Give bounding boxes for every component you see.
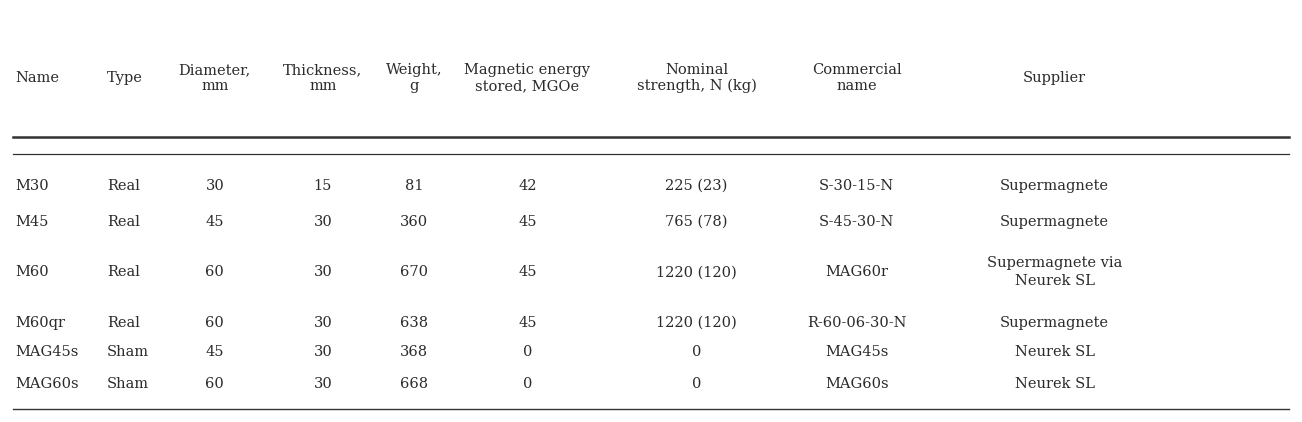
- Text: 45: 45: [518, 265, 536, 279]
- Text: M45: M45: [16, 214, 49, 229]
- Text: 670: 670: [400, 265, 428, 279]
- Text: Commercial
name: Commercial name: [812, 63, 901, 93]
- Text: 30: 30: [314, 377, 332, 391]
- Text: 1220 (120): 1220 (120): [656, 316, 737, 330]
- Text: 60: 60: [206, 265, 224, 279]
- Text: 15: 15: [314, 179, 332, 193]
- Text: 0: 0: [522, 377, 533, 391]
- Text: 45: 45: [206, 345, 224, 360]
- Text: R-60-06-30-N: R-60-06-30-N: [807, 316, 906, 330]
- Text: 0: 0: [522, 345, 533, 360]
- Text: Magnetic energy
stored, MGOe: Magnetic energy stored, MGOe: [465, 63, 590, 93]
- Text: 30: 30: [314, 214, 332, 229]
- Text: 45: 45: [518, 316, 536, 330]
- Text: Real: Real: [107, 265, 139, 279]
- Text: Sham: Sham: [107, 345, 148, 360]
- Text: Sham: Sham: [107, 377, 148, 391]
- Text: 30: 30: [206, 179, 224, 193]
- Text: 30: 30: [314, 316, 332, 330]
- Text: Real: Real: [107, 316, 139, 330]
- Text: Supermagnete: Supermagnete: [1000, 316, 1109, 330]
- Text: 668: 668: [400, 377, 428, 391]
- Text: 42: 42: [518, 179, 536, 193]
- Text: 60: 60: [206, 377, 224, 391]
- Text: MAG60r: MAG60r: [825, 265, 888, 279]
- Text: Supplier: Supplier: [1023, 71, 1086, 85]
- Text: 360: 360: [400, 214, 428, 229]
- Text: M30: M30: [16, 179, 49, 193]
- Text: Type: Type: [107, 71, 143, 85]
- Text: MAG45s: MAG45s: [825, 345, 888, 360]
- Text: S-30-15-N: S-30-15-N: [819, 179, 894, 193]
- Text: MAG60s: MAG60s: [16, 377, 79, 391]
- Text: MAG45s: MAG45s: [16, 345, 79, 360]
- Text: 60: 60: [206, 316, 224, 330]
- Text: Name: Name: [16, 71, 60, 85]
- Text: Diameter,
mm: Diameter, mm: [178, 63, 251, 93]
- Text: 81: 81: [405, 179, 423, 193]
- Text: Weight,
g: Weight, g: [385, 63, 443, 93]
- Text: 225 (23): 225 (23): [665, 179, 728, 193]
- Text: Real: Real: [107, 214, 139, 229]
- Text: S-45-30-N: S-45-30-N: [819, 214, 894, 229]
- Text: M60: M60: [16, 265, 49, 279]
- Text: 368: 368: [400, 345, 428, 360]
- Text: Neurek SL: Neurek SL: [1014, 345, 1095, 360]
- Text: Nominal
strength, N (kg): Nominal strength, N (kg): [637, 63, 756, 93]
- Text: Supermagnete: Supermagnete: [1000, 179, 1109, 193]
- Text: 765 (78): 765 (78): [665, 214, 728, 229]
- Text: MAG60s: MAG60s: [825, 377, 888, 391]
- Text: 45: 45: [206, 214, 224, 229]
- Text: 0: 0: [691, 345, 702, 360]
- Text: Thickness,
mm: Thickness, mm: [284, 63, 362, 93]
- Text: M60qr: M60qr: [16, 316, 65, 330]
- Text: 638: 638: [400, 316, 428, 330]
- Text: 30: 30: [314, 345, 332, 360]
- Text: 1220 (120): 1220 (120): [656, 265, 737, 279]
- Text: Supermagnete: Supermagnete: [1000, 214, 1109, 229]
- Text: Real: Real: [107, 179, 139, 193]
- Text: 30: 30: [314, 265, 332, 279]
- Text: 0: 0: [691, 377, 702, 391]
- Text: 45: 45: [518, 214, 536, 229]
- Text: Supermagnete via
Neurek SL: Supermagnete via Neurek SL: [987, 256, 1122, 288]
- Text: Neurek SL: Neurek SL: [1014, 377, 1095, 391]
